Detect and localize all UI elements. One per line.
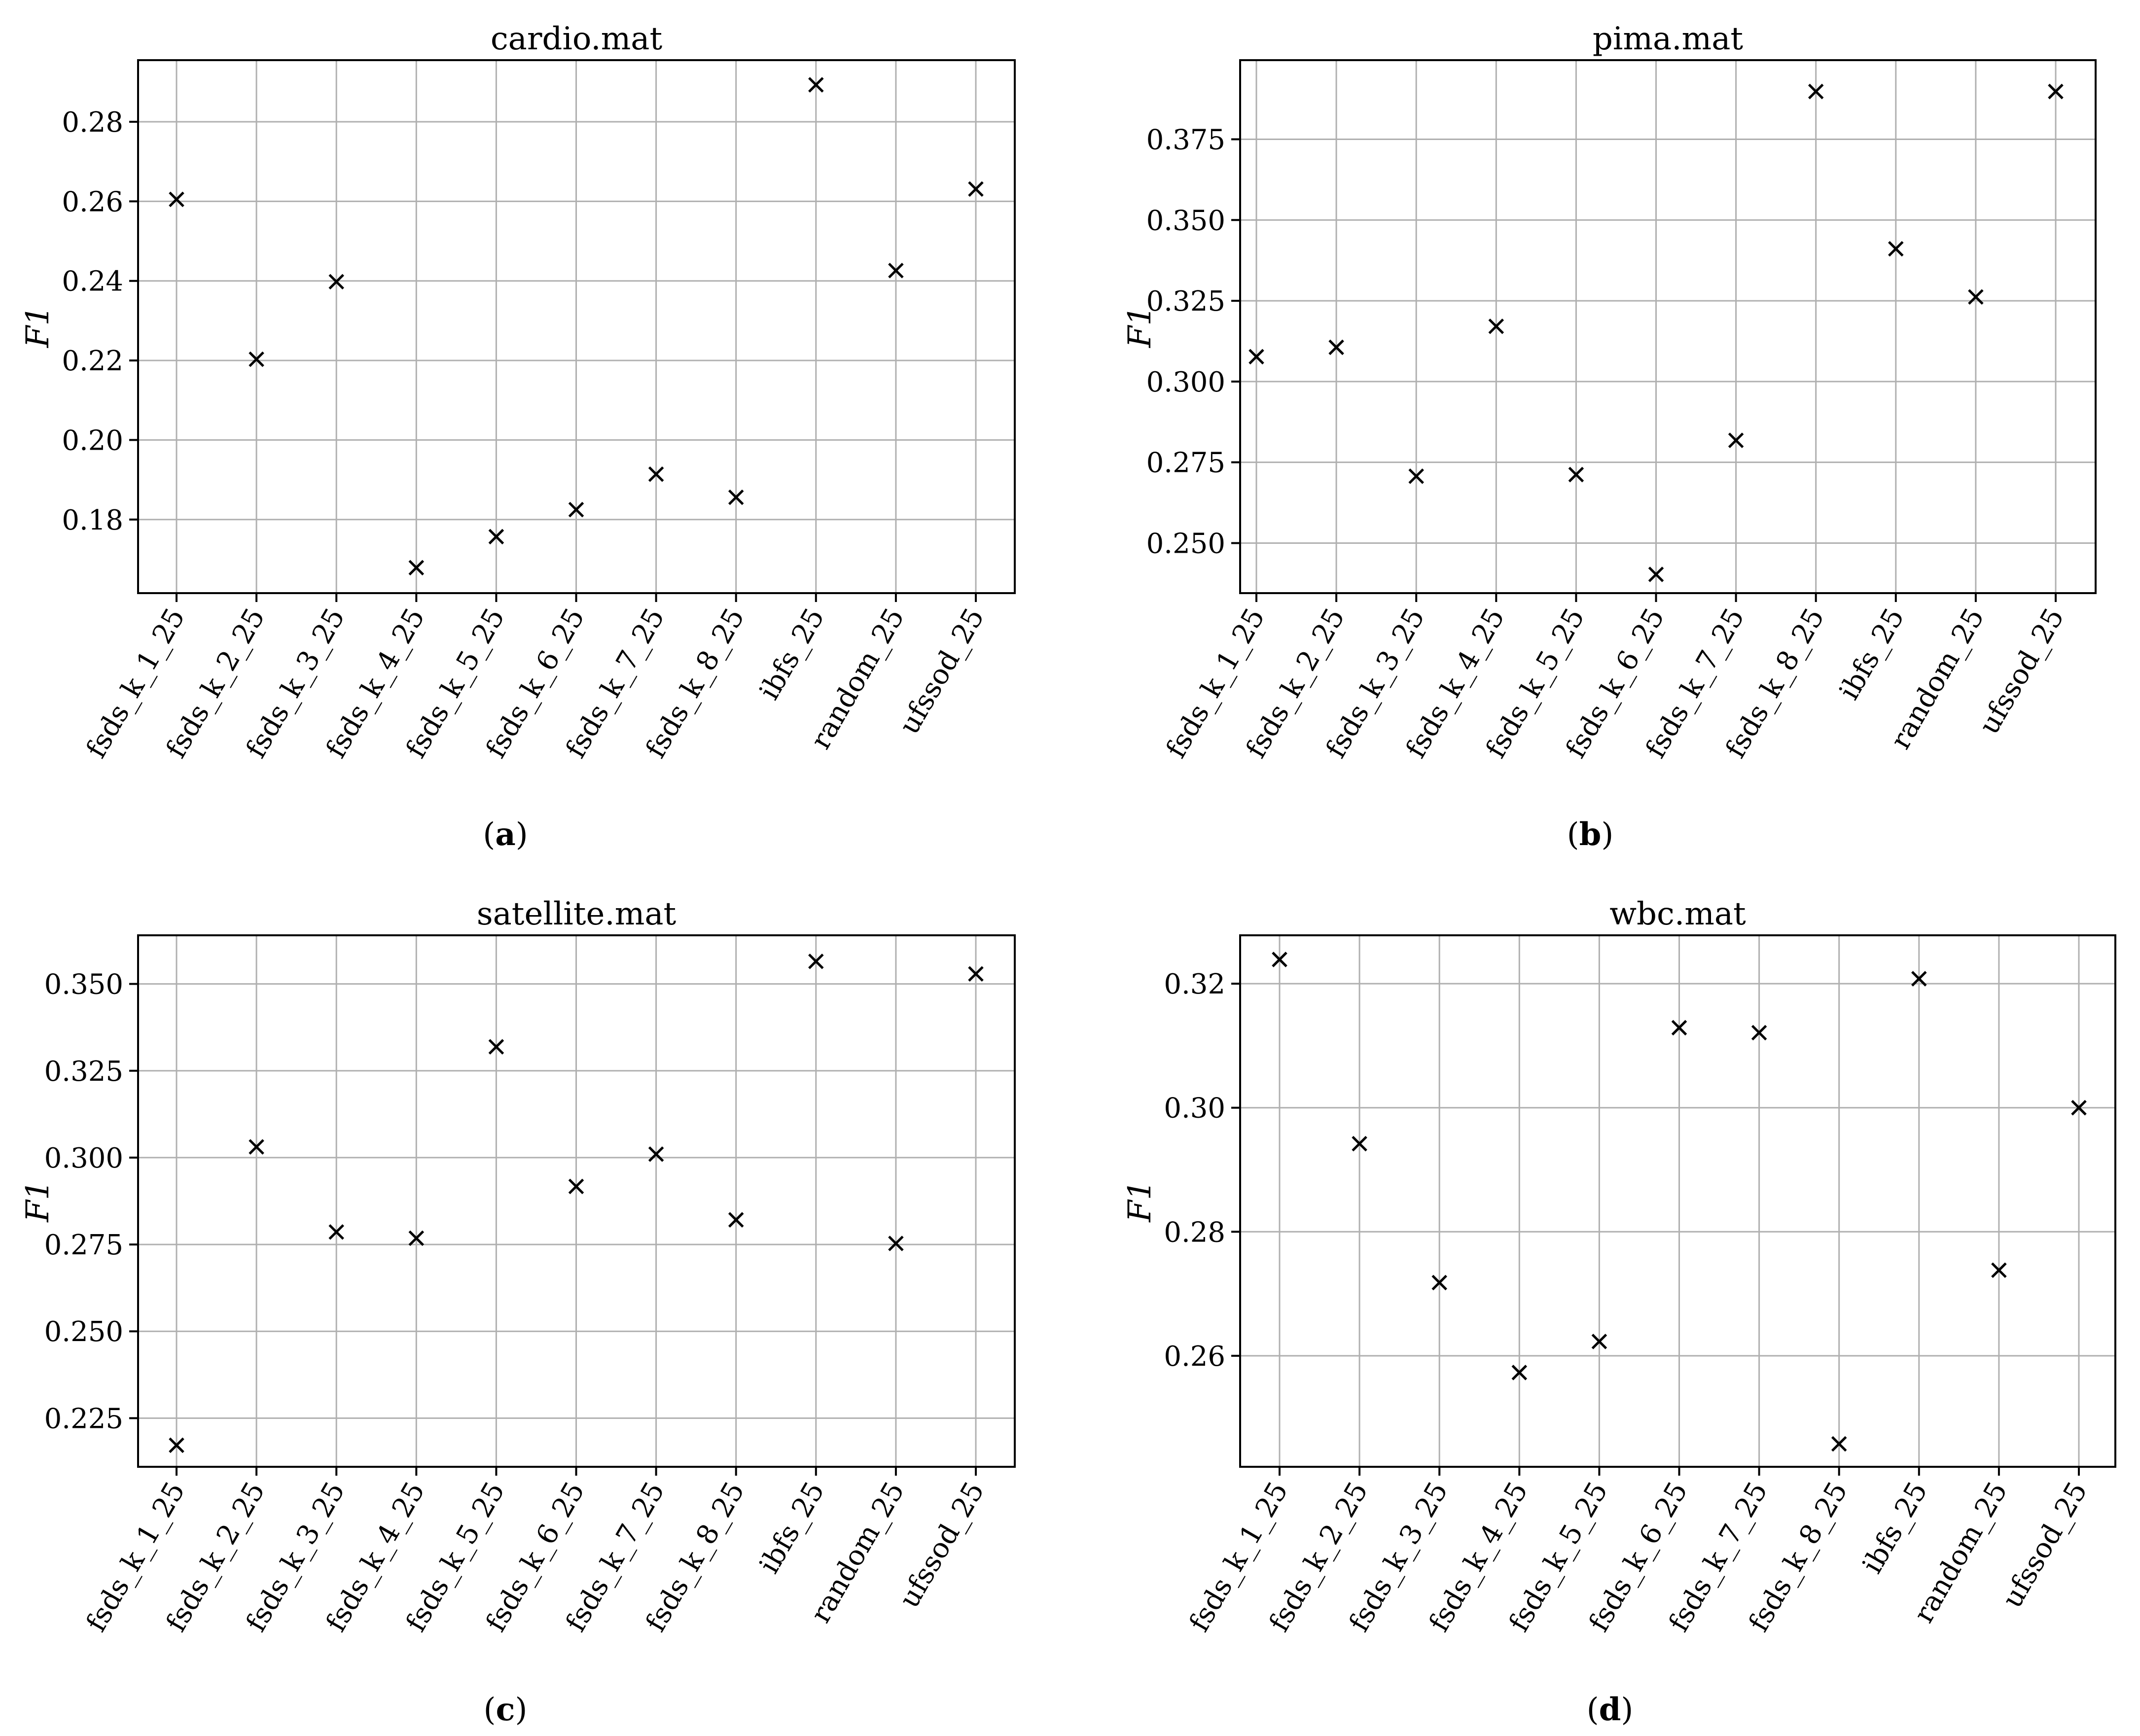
data-point [1272, 952, 1287, 967]
data-point [1431, 1275, 1447, 1291]
y-tick-label: 0.250 [1146, 528, 1225, 560]
y-tick-label: 0.20 [62, 425, 123, 457]
data-point [1511, 1365, 1528, 1381]
y-tick-label: 0.250 [44, 1316, 123, 1348]
data-point [328, 1224, 344, 1240]
data-point [568, 501, 584, 518]
data-point [1352, 1135, 1367, 1152]
data-point [808, 954, 824, 969]
chart-title: wbc.mat [1609, 896, 1746, 932]
data-point [888, 1236, 904, 1251]
axes-frame [1239, 59, 2097, 594]
data-point [1968, 289, 1984, 305]
y-tick-label: 0.300 [44, 1142, 123, 1174]
data-point [1751, 1025, 1767, 1041]
data-point [1591, 1334, 1607, 1349]
y-tick-label: 0.300 [1146, 366, 1225, 398]
x-tick-label: ibfs_25 [753, 603, 831, 706]
y-tick-label: 0.350 [44, 969, 123, 1001]
y-tick-label: 0.32 [1164, 968, 1225, 1000]
caption-c: (c) [483, 1691, 528, 1728]
chart-title: cardio.mat [491, 21, 663, 57]
y-axis-label: F1 [1122, 306, 1158, 348]
y-tick-label: 0.28 [1164, 1216, 1225, 1248]
data-point [408, 560, 425, 576]
data-point [648, 1146, 664, 1162]
data-point [648, 466, 664, 482]
caption-b: (b) [1567, 816, 1614, 853]
data-point [488, 1039, 504, 1055]
data-point [2048, 83, 2064, 100]
chart-a: cardio.matF10.180.200.220.240.260.28fsds… [20, 21, 1016, 763]
data-point [1888, 241, 1904, 257]
data-point [169, 1437, 184, 1453]
y-tick-label: 0.30 [1164, 1093, 1225, 1125]
chart-title: pima.mat [1593, 21, 1743, 57]
data-point [968, 181, 984, 197]
data-point [1911, 971, 1927, 987]
data-point [1671, 1020, 1687, 1036]
data-point [488, 529, 504, 545]
data-point [968, 966, 984, 982]
chart-c: satellite.mat F1 0.225 0.250 0.275 0.300 0.325… [20, 896, 1016, 1637]
data-point [1488, 319, 1504, 334]
y-tick-label: 0.18 [62, 504, 123, 536]
data-point [1648, 567, 1664, 582]
y-tick-label: 0.28 [62, 106, 123, 139]
y-tick-label: 0.325 [44, 1056, 123, 1088]
x-tick-label: ibfs_25 [1833, 603, 1911, 706]
y-tick-label: 0.26 [1164, 1341, 1225, 1373]
chart-b: pima.mat F1 0.250 0.275 0.300 0.325 0.350 0.375… [1122, 21, 2097, 763]
data-point [728, 489, 744, 505]
y-tick-label: 0.24 [62, 266, 123, 298]
y-tick-label: 0.26 [62, 186, 123, 218]
data-point [568, 1178, 584, 1195]
data-point [1991, 1262, 2007, 1278]
y-tick-label: 0.325 [1146, 285, 1225, 318]
data-point [1328, 339, 1344, 355]
data-point [1831, 1436, 1847, 1452]
data-point [408, 1230, 425, 1246]
y-tick-label: 0.275 [1146, 447, 1225, 479]
data-point [1728, 432, 1744, 448]
y-tick-label: 0.375 [1146, 124, 1225, 156]
x-tick-label: ibfs_25 [1856, 1477, 1934, 1579]
caption-d: (d) [1586, 1691, 1634, 1728]
y-tick-label: 0.350 [1146, 205, 1225, 237]
y-tick-label: 0.22 [62, 345, 123, 377]
data-point [1408, 468, 1424, 484]
data-point [169, 191, 184, 208]
data-point [1808, 83, 1824, 100]
y-axis-label: F1 [20, 1180, 56, 1222]
y-axis-label: F1 [1122, 1180, 1158, 1222]
data-point [1248, 349, 1264, 365]
x-tick-label: ibfs_25 [753, 1477, 831, 1579]
data-point [249, 351, 264, 367]
y-tick-label: 0.225 [44, 1403, 123, 1435]
chart-d: wbc.matF10.260.280.300.32fsds_k_1_25fsds… [1122, 896, 2116, 1637]
data-point [2071, 1099, 2087, 1116]
axes-frame [1239, 934, 2116, 1468]
chart-title: satellite.mat [477, 896, 677, 932]
data-point [728, 1212, 744, 1228]
y-tick-label: 0.275 [44, 1229, 123, 1261]
y-axis-label: F1 [20, 306, 56, 348]
data-point [328, 274, 344, 290]
caption-a: (a) [483, 816, 528, 853]
data-point [888, 262, 904, 279]
data-point [249, 1139, 264, 1155]
data-point [808, 77, 824, 93]
data-point [1568, 466, 1584, 483]
